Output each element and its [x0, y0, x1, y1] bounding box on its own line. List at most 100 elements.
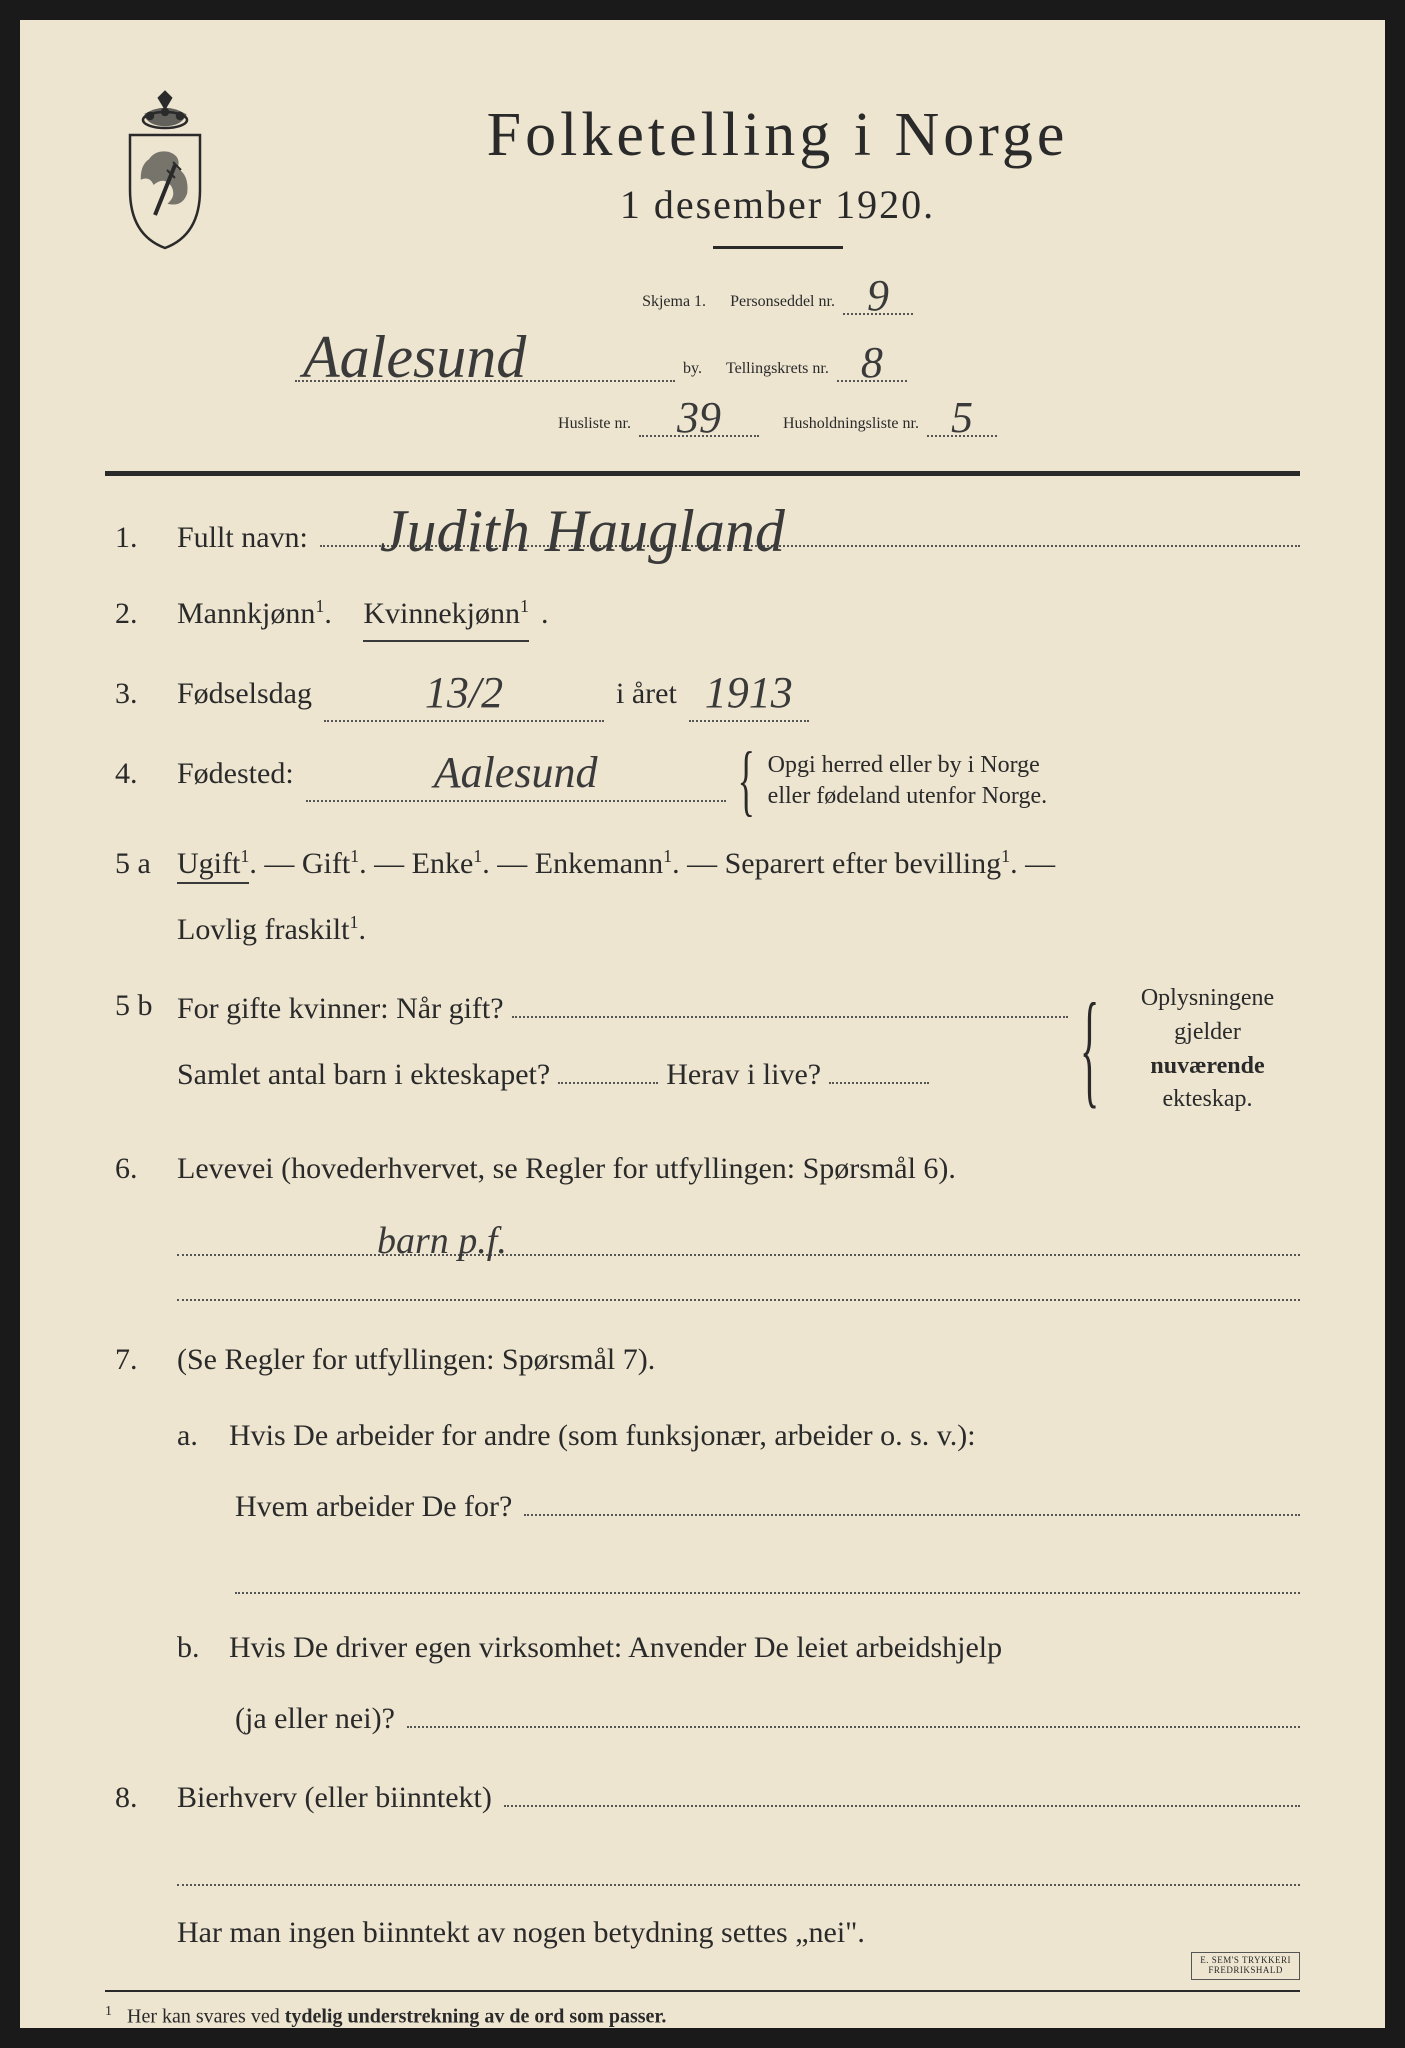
husholdning-field: 5 [927, 396, 997, 437]
title-rule [713, 246, 843, 249]
q8-row: 8. Bierhverv (eller biinntekt) [105, 1771, 1300, 1822]
q7b-row2: (ja eller nei)? [105, 1692, 1300, 1743]
q7b-l2: (ja eller nei)? [235, 1695, 395, 1743]
q5b-label1: For gifte kvinner: Når gift? [177, 985, 504, 1033]
q5b-row: 5 b For gifte kvinner: Når gift? Samlet … [105, 982, 1300, 1116]
husliste-label: Husliste nr. [558, 415, 631, 433]
q5b-note: Oplysningene gjelder nuværende ekteskap. [1080, 982, 1300, 1116]
q6-field-1: barn p.f. [177, 1221, 1300, 1256]
by-label: by. [683, 360, 702, 378]
header-block: Folketelling i Norge 1 desember 1920. Sk… [105, 90, 1300, 451]
q2-kvinne-underlined: Kvinnekjønn1 [363, 590, 529, 642]
tellingskrets-value: 8 [861, 345, 883, 380]
tellingskrets-label: Tellingskrets nr. [726, 360, 829, 378]
q5a-line2: Lovlig fraskilt1. [177, 906, 366, 954]
q6-row: 6. Levevei (hovederhvervet, se Regler fo… [105, 1145, 1300, 1193]
husholdning-label: Husholdningsliste nr. [783, 415, 919, 433]
coat-of-arms-icon [105, 90, 225, 250]
q3-day-value: 13/2 [425, 675, 503, 710]
title-area: Folketelling i Norge 1 desember 1920. Sk… [255, 90, 1300, 451]
q5b-live-field [829, 1080, 929, 1084]
q5b-num: 5 b [105, 982, 165, 1030]
q4-field: Aalesund [306, 750, 726, 802]
personseddel-label: Personseddel nr. [730, 293, 835, 311]
q7a-field2-wrap [105, 1559, 1300, 1594]
q7b-l1: Hvis De driver egen virksomhet: Anvender… [229, 1624, 1300, 1672]
q5a-row: 5 a Ugift1. — Gift1. — Enke1. — Enkemann… [105, 840, 1300, 888]
q2-row: 2. Mannkjønn1. Kvinnekjønn1. [105, 590, 1300, 642]
q5a-row2: Lovlig fraskilt1. [105, 906, 1300, 954]
census-form-page: Folketelling i Norge 1 desember 1920. Sk… [20, 20, 1385, 2028]
q3-num: 3. [105, 670, 165, 718]
q1-label: Fullt navn: [177, 514, 308, 562]
q7-row: 7. (Se Regler for utfyllingen: Spørsmål … [105, 1336, 1300, 1384]
q7a-field-2 [235, 1559, 1300, 1594]
closing-row: Har man ingen biinntekt av nogen betydni… [105, 1916, 1300, 1950]
q5b-label2: Samlet antal barn i ekteskapet? [177, 1051, 550, 1099]
main-title: Folketelling i Norge [255, 100, 1300, 171]
q5b-label3: Herav i live? [666, 1051, 821, 1099]
husholdning-value: 5 [951, 400, 973, 435]
q7b-num: b. [177, 1624, 217, 1672]
q3-label: Fødselsdag [177, 670, 312, 718]
q4-label: Fødested: [177, 750, 294, 798]
tellingskrets-field: 8 [837, 341, 907, 382]
skjema-label: Skjema 1. [642, 293, 706, 311]
q5b-gift-field [512, 982, 1068, 1018]
q7-num: 7. [105, 1336, 165, 1384]
q1-row: 1. Fullt navn: Judith Haugland [105, 511, 1300, 562]
meta-row-1: Skjema 1. Personseddel nr. 9 [255, 274, 1300, 315]
q1-field: Judith Haugland [320, 511, 1300, 547]
q5b-barn-field [558, 1080, 658, 1084]
q4-row: 4. Fødested: Aalesund Opgi herred eller … [105, 750, 1300, 812]
q5a-num: 5 a [105, 840, 165, 888]
q7a-row2: Hvem arbeider De for? [105, 1480, 1300, 1531]
q4-num: 4. [105, 750, 165, 798]
q3-day-field: 13/2 [324, 670, 604, 722]
q2-num: 2. [105, 590, 165, 638]
footnote-text: Her kan svares ved tydelig understreknin… [127, 2005, 666, 2027]
q4-note: Opgi herred eller by i Norge eller fødel… [738, 750, 1068, 812]
q3-year-value: 1913 [705, 675, 793, 710]
meta-row-3: Husliste nr. 39 Husholdningsliste nr. 5 [255, 396, 1300, 437]
q7a-row: a. Hvis De arbeider for andre (som funks… [105, 1412, 1300, 1460]
q3-row: 3. Fødselsdag 13/2 i året 1913 [105, 670, 1300, 722]
q3-year-label: i året [616, 670, 677, 718]
q1-value: Judith Haugland [380, 507, 785, 555]
printer-l2: FREDRIKSHALD [1208, 1965, 1283, 1975]
q8-field2-wrap [105, 1850, 1300, 1885]
q6-label: Levevei (hovederhvervet, se Regler for u… [177, 1145, 1300, 1193]
q7b-field [407, 1692, 1300, 1728]
printer-l1: E. SEM'S TRYKKERI [1200, 1955, 1291, 1965]
q5a-body: Ugift1. — Gift1. — Enke1. — Enkemann1. —… [177, 840, 1300, 888]
q6-num: 6. [105, 1145, 165, 1193]
by-value: Aalesund [303, 333, 526, 381]
q6-field-wrap: barn p.f. [105, 1221, 1300, 1301]
q7-label: (Se Regler for utfyllingen: Spørsmål 7). [177, 1336, 1300, 1384]
q8-field-2 [177, 1850, 1300, 1885]
q2-mann: Mannkjønn1. [177, 590, 332, 638]
q8-num: 8. [105, 1774, 165, 1822]
subtitle: 1 desember 1920. [255, 181, 1300, 228]
q8-label: Bierhverv (eller biinntekt) [177, 1774, 492, 1822]
q7a-field [524, 1480, 1300, 1516]
husliste-value: 39 [677, 400, 721, 435]
printer-mark: E. SEM'S TRYKKERI FREDRIKSHALD [1191, 1952, 1300, 1980]
q7a-l2: Hvem arbeider De for? [235, 1483, 512, 1531]
q1-num: 1. [105, 514, 165, 562]
closing-text: Har man ingen biinntekt av nogen betydni… [177, 1916, 865, 1949]
q7a-l1: Hvis De arbeider for andre (som funksjon… [229, 1412, 1300, 1460]
q4-value: Aalesund [434, 755, 598, 790]
main-rule [105, 471, 1300, 476]
personseddel-field: 9 [843, 274, 913, 315]
q6-value: barn p.f. [377, 1226, 507, 1256]
footnote: 1 Her kan svares ved tydelig understrekn… [105, 1990, 1300, 2029]
q7a-num: a. [177, 1412, 217, 1460]
q5b-body: For gifte kvinner: Når gift? Samlet anta… [177, 982, 1068, 1099]
q8-field [504, 1771, 1300, 1807]
footnote-sup: 1 [105, 2004, 112, 2019]
by-field: Aalesund [295, 329, 675, 382]
q5a-ugift-underlined: Ugift1 [177, 847, 249, 884]
q6-field-2 [177, 1266, 1300, 1301]
personseddel-value: 9 [867, 278, 889, 313]
